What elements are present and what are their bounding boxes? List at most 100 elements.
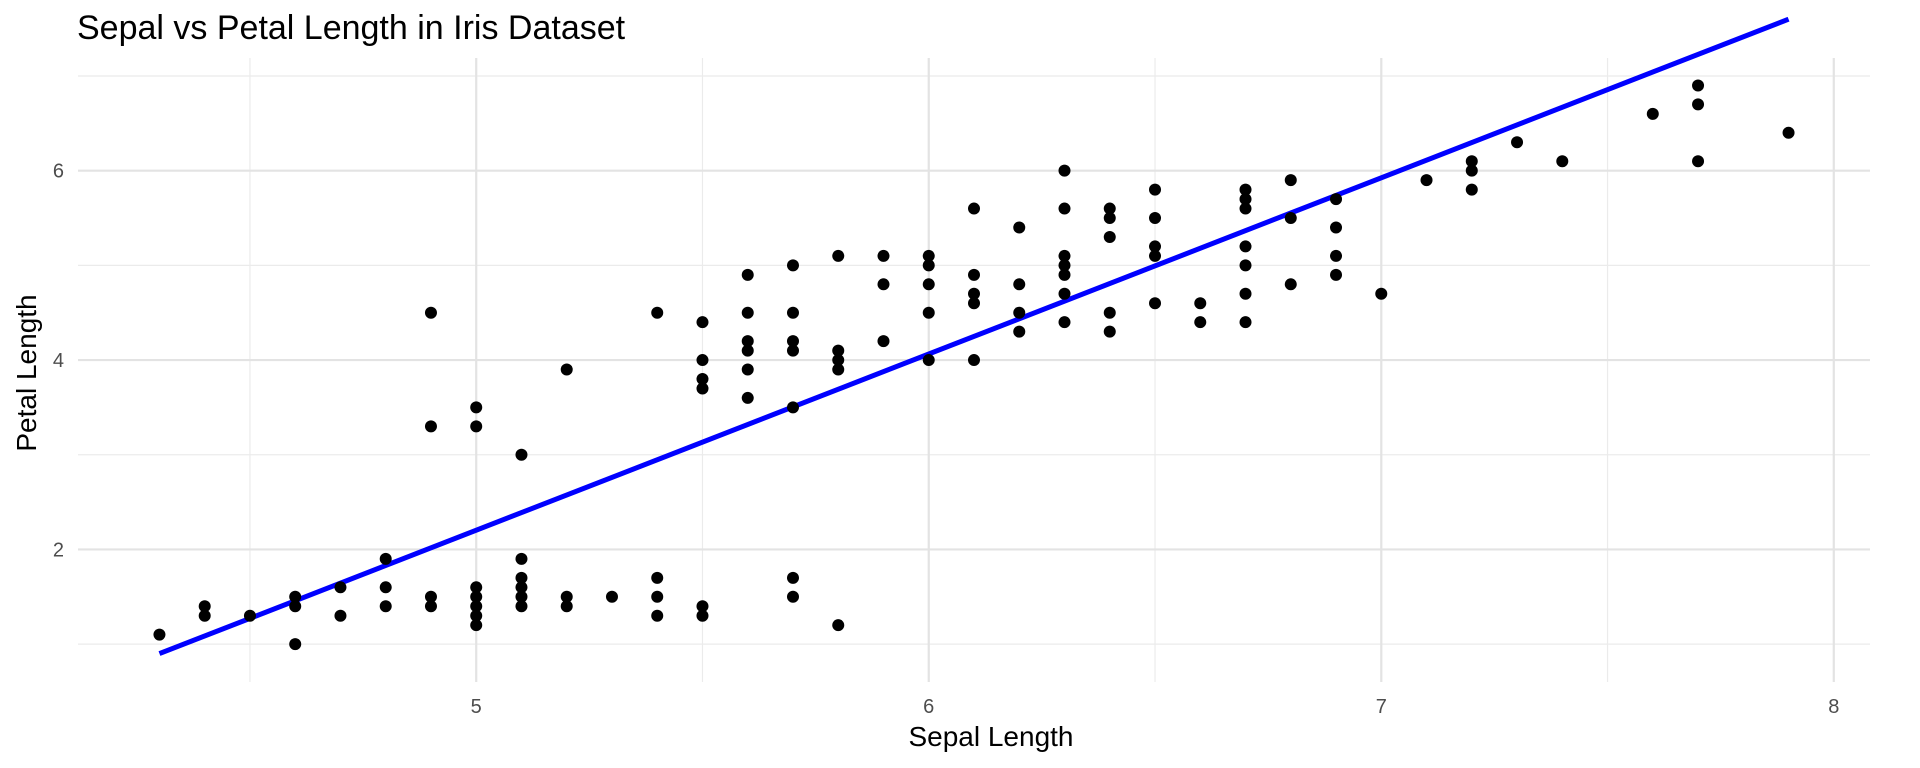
data-point [1692, 79, 1705, 92]
data-point [515, 448, 528, 461]
data-point [696, 600, 709, 613]
data-point [1330, 193, 1343, 206]
data-point [470, 420, 483, 433]
data-point [832, 354, 845, 367]
data-point [1058, 287, 1071, 300]
y-tick-label: 2 [53, 539, 64, 561]
y-tick-label: 6 [53, 161, 64, 183]
data-point [1149, 249, 1162, 262]
data-point [922, 306, 935, 319]
data-point [1556, 155, 1569, 168]
data-point [1330, 249, 1343, 262]
data-point [786, 335, 799, 348]
data-point [1103, 306, 1116, 319]
data-point [379, 581, 392, 594]
data-point [1239, 193, 1252, 206]
x-tick-label: 7 [1376, 696, 1387, 718]
data-point [424, 590, 437, 603]
data-point [470, 600, 483, 613]
data-point [1149, 297, 1162, 310]
data-point [1239, 316, 1252, 329]
data-point [560, 363, 573, 376]
data-point [1103, 202, 1116, 215]
data-point [1194, 297, 1207, 310]
data-point [696, 609, 709, 622]
data-point [1284, 278, 1297, 291]
data-point [1284, 174, 1297, 187]
data-point [289, 600, 302, 613]
chart-title: Sepal vs Petal Length in Iris Dataset [77, 9, 626, 47]
x-tick-label: 5 [471, 696, 482, 718]
data-point [1239, 287, 1252, 300]
data-point [786, 259, 799, 272]
data-point [1646, 107, 1659, 120]
data-point [922, 259, 935, 272]
data-point [877, 249, 890, 262]
data-point [379, 552, 392, 565]
data-point [1194, 316, 1207, 329]
data-point [741, 306, 754, 319]
data-point [515, 590, 528, 603]
data-point [289, 638, 302, 651]
data-point [1239, 183, 1252, 196]
x-tick-label: 8 [1828, 696, 1839, 718]
data-point [741, 268, 754, 281]
data-point [1239, 202, 1252, 215]
data-point [198, 600, 211, 613]
data-point [1058, 268, 1071, 281]
data-point [334, 609, 347, 622]
data-point [651, 609, 664, 622]
data-point [1103, 325, 1116, 338]
data-point [1465, 183, 1478, 196]
data-point [832, 619, 845, 632]
data-point [1103, 230, 1116, 243]
data-point [289, 590, 302, 603]
data-point [1330, 268, 1343, 281]
data-point [968, 268, 980, 281]
regression-line-group [158, 16, 1790, 656]
data-point [560, 590, 573, 603]
grid [78, 58, 1870, 682]
data-point [560, 600, 573, 613]
data-point [153, 628, 166, 641]
data-point [832, 249, 845, 262]
data-point [1149, 212, 1162, 225]
data-point [470, 590, 483, 603]
data-point [1692, 98, 1705, 111]
data-points [153, 79, 1795, 651]
data-point [696, 382, 709, 395]
data-point [1058, 164, 1071, 177]
data-point [696, 354, 709, 367]
data-point [515, 600, 528, 613]
data-point [1013, 221, 1026, 234]
y-tick-label: 4 [53, 350, 64, 372]
data-point [651, 590, 664, 603]
data-point [651, 306, 664, 319]
data-point [922, 278, 935, 291]
data-point [1103, 212, 1116, 225]
data-point [1058, 249, 1071, 262]
data-point [1511, 136, 1524, 149]
data-point [1013, 306, 1026, 319]
x-tick-label: 6 [923, 696, 934, 718]
data-point [470, 619, 483, 632]
data-point [968, 297, 980, 310]
data-point [741, 363, 754, 376]
data-point [741, 344, 754, 357]
data-point [605, 590, 618, 603]
data-point [515, 571, 528, 584]
data-point [741, 391, 754, 404]
data-point [922, 354, 935, 367]
data-point [696, 316, 709, 329]
data-point [1782, 126, 1795, 139]
data-point [968, 287, 980, 300]
data-point [786, 590, 799, 603]
data-point [1330, 221, 1343, 234]
data-point [786, 401, 799, 414]
data-point [379, 600, 392, 613]
data-point [786, 344, 799, 357]
data-point [424, 600, 437, 613]
data-point [786, 571, 799, 584]
data-point [243, 609, 256, 622]
data-point [1692, 155, 1705, 168]
